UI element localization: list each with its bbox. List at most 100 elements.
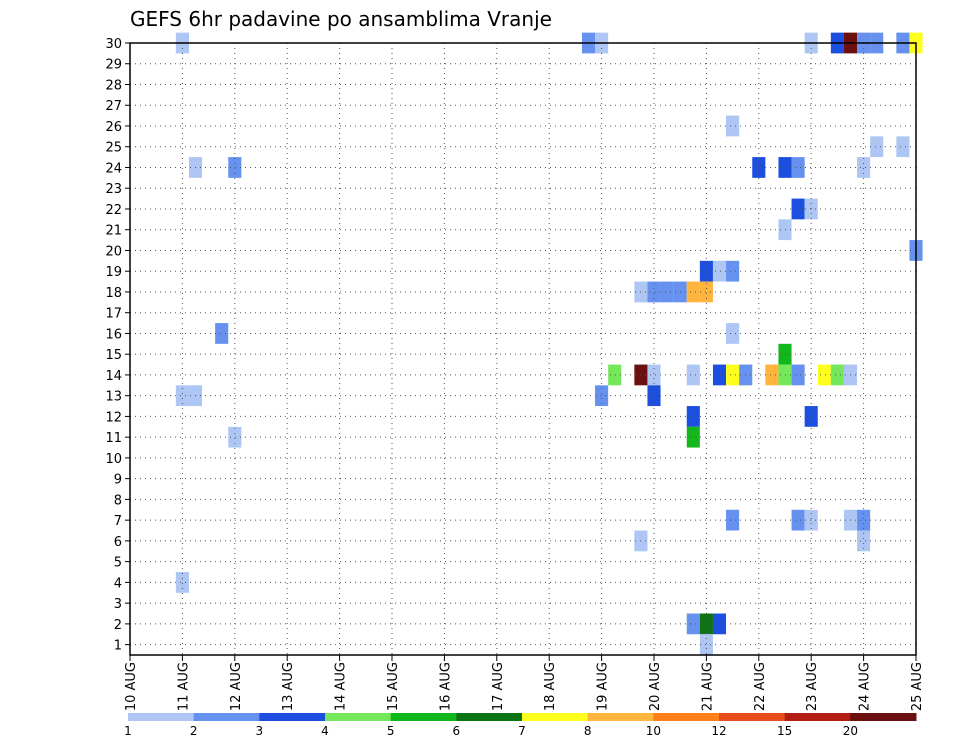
precip-cell [699,260,713,282]
precip-cell [175,572,189,593]
precip-cell [857,530,871,552]
precip-cell [686,613,700,635]
x-tick-label: 15 AUG [386,662,401,711]
y-tick-label: 26 [105,120,122,135]
colorbar-swatch [325,713,392,721]
precip-cell [647,364,661,386]
precip-cell [726,509,740,531]
y-tick-label: 7 [114,514,122,529]
colorbar-swatch [850,713,917,721]
x-tick-label: 12 AUG [229,662,244,711]
colorbar-label: 10 [646,724,661,738]
precip-cell [726,364,740,386]
x-tick-label: 22 AUG [753,662,768,711]
y-tick-label: 29 [105,58,122,73]
y-tick-label: 21 [105,224,122,239]
x-tick-label: 16 AUG [438,662,453,711]
precip-cell [817,364,831,386]
colorbar-label: 6 [453,724,461,738]
precip-cell [712,364,727,386]
colorbar-legend: 1 2 3 4 5 6 7 8 10 12 15 20 [124,713,917,738]
precip-cell [175,385,189,407]
x-tick-label: 17 AUG [491,662,506,711]
colorbar-swatch [784,713,851,721]
colorbar-swatch [193,713,260,721]
precip-cell [830,364,844,386]
x-tick-label: 24 AUG [858,662,873,711]
precip-cell [791,364,805,386]
precip-cell [870,136,884,158]
colorbar-label: 2 [190,724,198,738]
y-tick-label: 10 [105,452,122,467]
precip-cell [765,364,779,386]
x-tick-label: 14 AUG [334,662,349,711]
x-tick-label: 10 AUG [124,662,139,711]
y-tick-label: 6 [114,535,122,550]
colorbar-label: 8 [584,724,592,738]
y-tick-label: 24 [105,161,122,176]
y-axis: 1234567891011121314151617181920212223242… [105,37,130,654]
y-tick-label: 8 [114,493,122,508]
precip-cell [686,281,700,303]
x-axis: 10 AUG 11 AUG 12 AUG 13 AUG 14 AUG 15 AUG 16 A… [124,655,925,711]
precip-cell [647,281,661,303]
y-tick-label: 3 [114,597,122,612]
precip-cell [857,509,871,531]
precip-cell [712,613,727,635]
precip-cell [726,323,740,344]
y-tick-label: 9 [114,473,122,488]
x-tick-label: 11 AUG [176,662,191,711]
precip-cell [791,157,805,178]
precip-cell [752,157,766,178]
colorbar-swatch [390,713,457,721]
colorbar-swatch [128,713,195,721]
precip-cell [686,426,700,448]
colorbar-label: 4 [321,724,329,738]
precip-cell [712,260,727,282]
y-tick-label: 12 [105,410,122,425]
y-tick-label: 16 [105,327,122,342]
y-tick-label: 18 [105,286,122,301]
colorbar-swatch [259,713,326,721]
precip-cell [595,385,609,407]
y-tick-label: 5 [114,556,122,571]
x-tick-label: 23 AUG [805,662,820,711]
y-tick-label: 4 [114,576,122,591]
precip-cell [896,136,910,158]
y-tick-label: 28 [105,78,122,93]
colorbar-label: 7 [518,724,526,738]
y-tick-label: 14 [105,369,122,384]
precip-cell [228,157,242,178]
y-tick-label: 17 [105,307,122,322]
x-tick-label: 13 AUG [281,662,296,711]
y-tick-label: 13 [105,390,122,405]
colorbar-label: 1 [124,724,132,738]
colorbar-swatch [653,713,720,721]
x-tick-label: 20 AUG [648,662,663,711]
precip-cell [804,509,818,531]
plot-frame [129,42,917,656]
y-tick-label: 25 [105,141,122,156]
precip-cell [804,406,818,427]
precip-cell [686,406,700,427]
precip-cell [726,260,740,282]
colorbar-swatch [719,713,786,721]
chart-grid [130,43,916,655]
y-tick-label: 2 [114,618,122,633]
precip-cell [228,426,242,448]
precip-cell [726,115,740,137]
x-tick-label: 21 AUG [700,662,715,711]
colorbar-label: 12 [711,724,726,738]
y-tick-label: 19 [105,265,122,280]
x-tick-label: 25 AUG [910,662,925,711]
colorbar-swatch [587,713,654,721]
y-tick-label: 11 [105,431,122,446]
y-tick-label: 22 [105,203,122,218]
precip-cell [647,385,661,407]
chart-title: GEFS 6hr padavine po ansamblima Vranje [130,7,552,31]
y-tick-label: 1 [114,639,122,654]
colorbar-label: 20 [843,724,858,738]
precip-cell [791,509,805,531]
y-tick-label: 20 [105,244,122,259]
